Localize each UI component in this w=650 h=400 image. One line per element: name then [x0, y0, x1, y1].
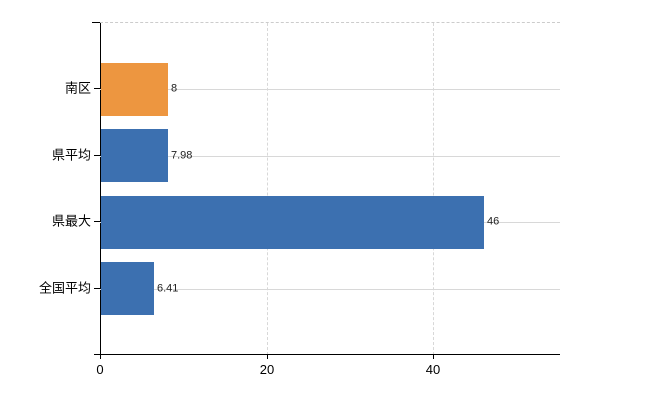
x-tick-20 — [267, 355, 268, 359]
gridline-category — [100, 156, 560, 157]
category-tick — [94, 221, 100, 222]
y-axis-top-cap — [92, 22, 100, 23]
plot-area: 8 7.98 46 6.41 — [100, 22, 560, 355]
gridline-category — [100, 89, 560, 90]
category-label-県最大: 県最大 — [51, 213, 91, 229]
x-tick-0 — [100, 355, 101, 359]
category-tick — [94, 88, 100, 89]
x-tick-label-20: 20 — [259, 362, 275, 377]
category-label-南区: 南区 — [64, 80, 91, 96]
gridline-category — [100, 289, 560, 290]
x-tick-label-0: 0 — [96, 362, 104, 377]
bar-全国平均 — [101, 262, 154, 315]
y-axis-line — [100, 22, 101, 354]
bar-県平均 — [101, 129, 168, 182]
gridline-x-20 — [266, 23, 268, 355]
x-tick-label-40: 40 — [425, 362, 441, 377]
bar-県最大 — [101, 196, 484, 249]
x-axis-line — [94, 354, 560, 355]
category-label-全国平均: 全国平均 — [38, 280, 91, 296]
category-label-県平均: 県平均 — [51, 147, 91, 163]
bar-value-label: 7.98 — [171, 149, 193, 162]
category-tick — [94, 155, 100, 156]
bar-南区 — [101, 63, 168, 116]
bar-value-label: 6.41 — [157, 282, 179, 295]
x-tick-40 — [433, 355, 434, 359]
bar-value-label: 8 — [171, 82, 178, 95]
gridline-x-40 — [433, 23, 435, 355]
category-tick — [94, 288, 100, 289]
bar-value-label: 46 — [487, 215, 500, 228]
